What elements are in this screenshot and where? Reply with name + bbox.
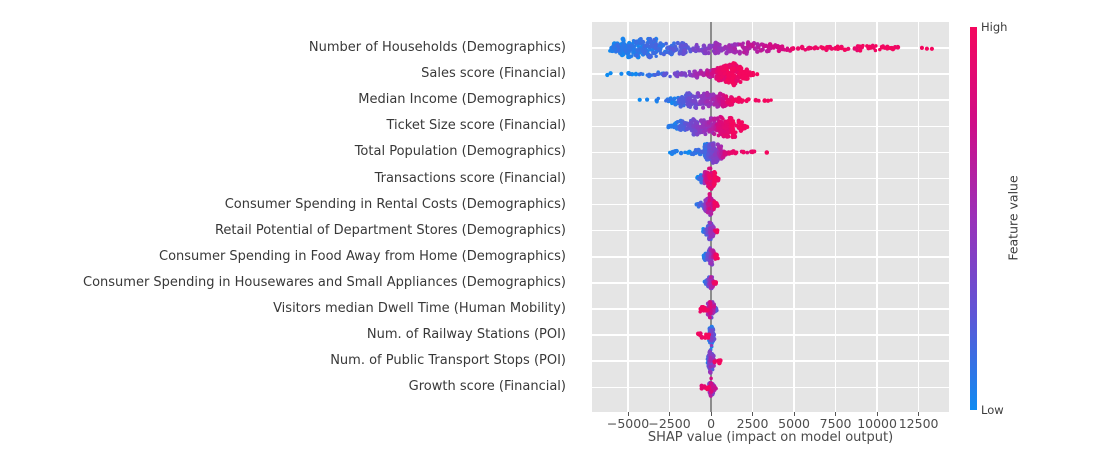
feature-label: Growth score (Financial): [408, 379, 566, 395]
feature-dot-row: [701, 246, 720, 267]
colorbar-low-label: Low: [981, 403, 1004, 417]
vertical-gridline: [751, 22, 754, 412]
x-tick-label: 10000: [857, 416, 897, 431]
feature-label: Total Population (Demographics): [354, 144, 566, 160]
x-tick-label: −2500: [648, 416, 691, 431]
feature-label: Ticket Size score (Financial): [386, 118, 566, 134]
feature-label: Num. of Railway Stations (POI): [366, 327, 566, 343]
horizontal-gridline: [592, 177, 949, 180]
horizontal-gridline: [592, 125, 949, 128]
x-tick-mark: [918, 412, 920, 416]
x-tick-label: −5000: [606, 416, 650, 431]
horizontal-gridline: [592, 308, 949, 310]
feature-label: Consumer Spending in Rental Costs (Demog…: [224, 196, 566, 212]
colorbar-high-label: High: [981, 20, 1008, 34]
horizontal-gridline: [592, 229, 949, 232]
feature-dot-row: [695, 166, 721, 191]
horizontal-gridline: [592, 282, 949, 284]
x-tick-label: 7500: [819, 416, 852, 431]
feature-dot-row: [668, 141, 770, 165]
feature-label: Num. of Public Transport Stops (POI): [330, 353, 566, 369]
feature-dot-row: [698, 299, 719, 320]
feature-dot-row: [699, 376, 718, 398]
horizontal-gridline: [592, 256, 949, 258]
x-tick-label: 12500: [898, 416, 939, 431]
feature-dot-row: [637, 90, 773, 110]
zero-line: [710, 22, 712, 412]
colorbar-gradient: [970, 27, 977, 410]
feature-dot-row: [605, 61, 760, 88]
feature-label: Retail Potential of Department Stores (D…: [214, 222, 566, 238]
x-tick-mark: [835, 412, 837, 416]
vertical-gridline: [627, 22, 629, 412]
x-tick-mark: [710, 412, 712, 416]
plot-area: [592, 22, 949, 412]
vertical-gridline: [834, 22, 837, 412]
horizontal-gridline: [592, 334, 949, 336]
x-tick-mark: [627, 412, 629, 416]
feature-label: Number of Households (Demographics): [308, 40, 566, 55]
feature-label: Median Income (Demographics): [358, 92, 566, 108]
x-axis-title: SHAP value (impact on model output): [647, 430, 894, 445]
colorbar-title: Feature value: [1005, 175, 1021, 261]
feature-dot-row: [694, 192, 720, 217]
horizontal-gridline: [592, 386, 949, 389]
feature-label: Consumer Spending in Food Away from Home…: [159, 248, 566, 264]
feature-dot-row: [666, 114, 750, 140]
horizontal-gridline: [592, 203, 949, 206]
x-tick-mark: [669, 412, 671, 416]
x-tick-mark: [793, 412, 795, 416]
feature-dot-row: [608, 36, 934, 60]
beeswarm-dots: [605, 36, 934, 398]
vertical-gridline: [917, 22, 920, 412]
feature-label: Visitors median Dwell Time (Human Mobili…: [273, 301, 566, 316]
feature-label: Consumer Spending in Housewares and Smal…: [83, 274, 566, 290]
x-tick-label: 2500: [736, 416, 769, 431]
x-tick-mark: [876, 412, 878, 416]
horizontal-gridline: [592, 73, 949, 75]
vertical-gridline: [793, 22, 795, 412]
feature-dot-row: [702, 275, 719, 291]
feature-label: Sales score (Financial): [421, 66, 566, 82]
feature-dot-row: [701, 220, 720, 242]
feature-label: Transactions score (Financial): [374, 170, 566, 186]
horizontal-gridline: [592, 360, 949, 362]
x-tick-mark: [752, 412, 754, 416]
feature-dot-row: [705, 348, 723, 375]
x-tick-label: 5000: [778, 416, 810, 431]
vertical-gridline: [876, 22, 878, 412]
horizontal-gridline: [592, 151, 949, 154]
x-tick-label: 0: [707, 416, 716, 431]
feature-dot-row: [695, 324, 717, 349]
vertical-gridline: [668, 22, 671, 412]
